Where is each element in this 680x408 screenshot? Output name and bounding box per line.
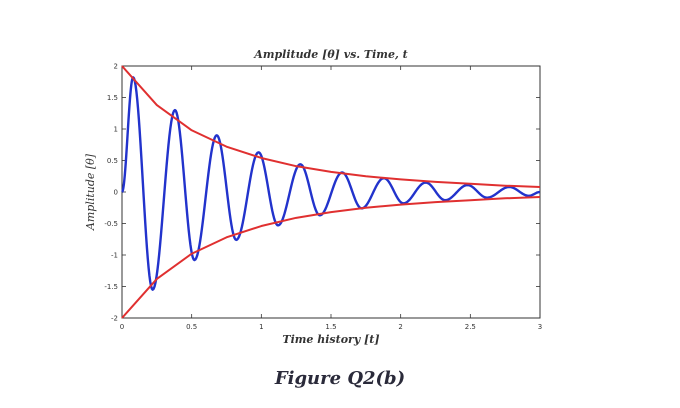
x-tick-label: 0: [120, 323, 124, 331]
x-tick-label: 2.5: [465, 323, 476, 331]
response-line: [121, 76, 541, 291]
figure-caption: Figure Q2(b): [274, 368, 406, 389]
y-tick-label: 1.5: [107, 94, 118, 102]
y-tick-label: -1: [111, 252, 118, 260]
y-tick-label: 1: [114, 126, 118, 134]
x-tick-label: 2: [398, 323, 402, 331]
y-tick-label: 2: [114, 63, 118, 71]
y-axis-label: Amplitude [θ]: [84, 153, 97, 231]
y-tick-label: -2: [111, 315, 118, 323]
x-tick-label: 1: [259, 323, 263, 331]
x-tick-label: 1.5: [325, 323, 336, 331]
chart-title: Amplitude [θ] vs. Time, t: [253, 48, 407, 61]
x-tick-label: 3: [538, 323, 542, 331]
y-tick-label: -0.5: [104, 220, 118, 228]
envelope-line: [121, 65, 541, 188]
x-axis-label: Time history [t]: [282, 333, 379, 346]
y-tick-label: -1.5: [104, 283, 118, 291]
y-tick-label: 0.5: [107, 157, 118, 165]
y-tick-label: 0: [114, 189, 118, 197]
envelope-line: [121, 196, 541, 319]
x-tick-label: 0.5: [186, 323, 197, 331]
